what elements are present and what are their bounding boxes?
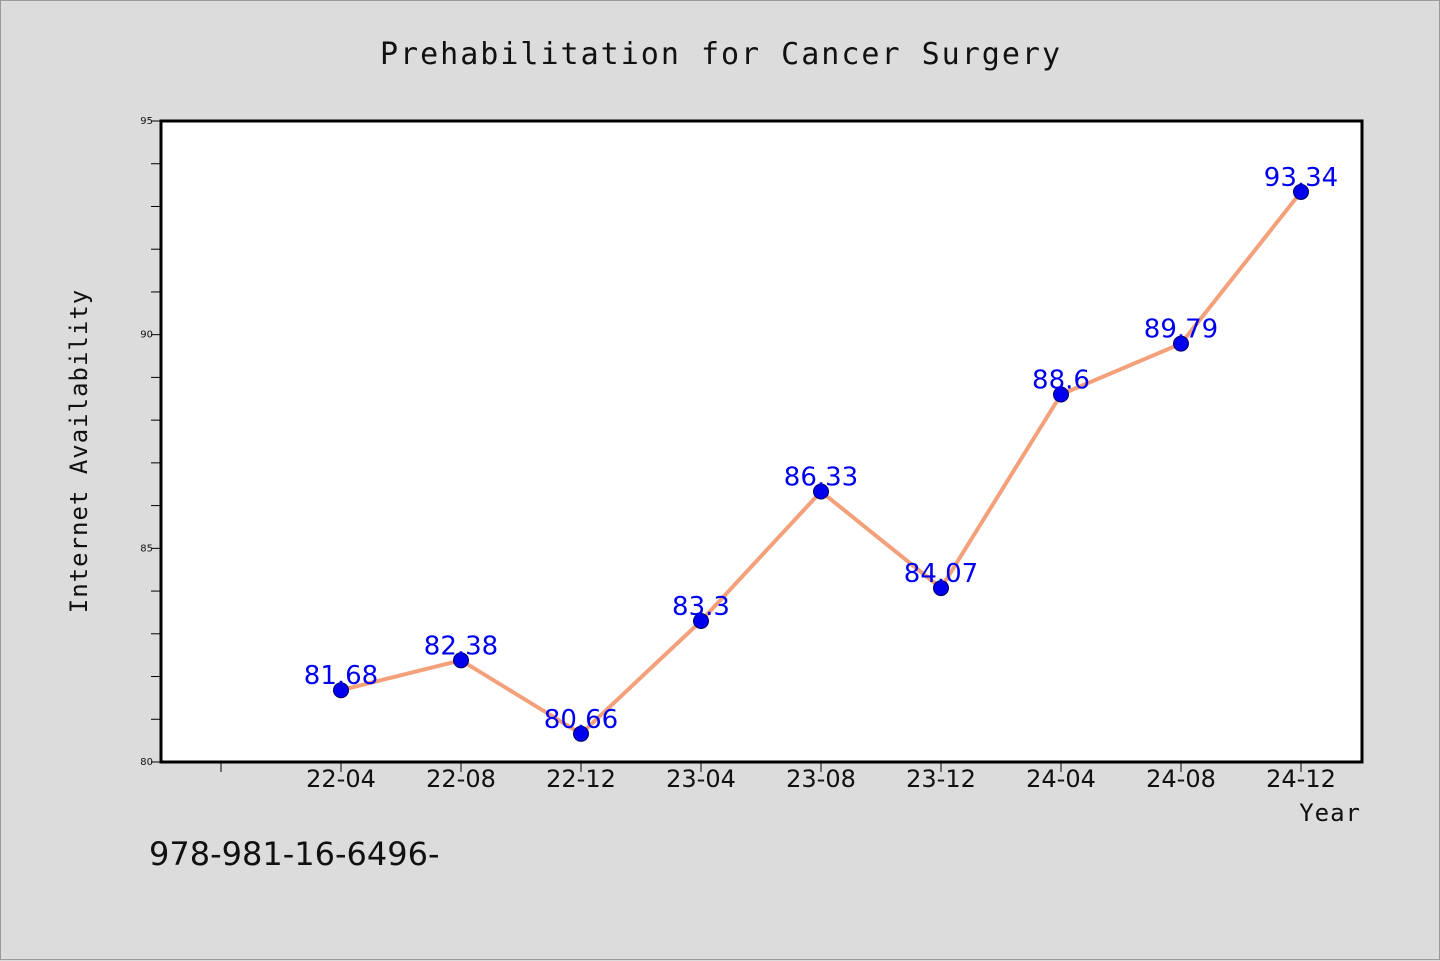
data-point — [573, 725, 589, 742]
y-tick-label: 90 — [140, 330, 153, 341]
data-point — [333, 682, 349, 699]
data-point — [1173, 335, 1189, 352]
data-label: 88.6 — [1032, 365, 1090, 395]
x-tick-label: 24-12 — [1266, 765, 1336, 793]
data-point — [933, 580, 949, 597]
data-label: 86.33 — [784, 462, 858, 492]
series-markers — [333, 183, 1309, 742]
x-tick-label: 23-08 — [786, 765, 856, 793]
data-label: 80.66 — [544, 705, 618, 735]
y-tick-label: 95 — [140, 116, 153, 127]
data-label: 93.34 — [1264, 163, 1338, 193]
x-tick-label: 22-08 — [426, 765, 496, 793]
x-tick-label: 23-04 — [666, 765, 736, 793]
plot-area — [159, 119, 1364, 764]
data-point — [1293, 183, 1309, 200]
y-axis-ticks: 80 85 90 95 — [140, 116, 161, 768]
x-tick-label: 23-12 — [906, 765, 976, 793]
data-label: 84.07 — [904, 559, 978, 589]
y-axis-label: Internet Availability — [65, 289, 93, 613]
data-labels: 81.68 82.38 80.66 83.3 86.33 84.07 88.6 89.79 93… — [304, 163, 1338, 735]
x-tick-label: 24-08 — [1146, 765, 1216, 793]
data-point — [693, 612, 709, 629]
x-tick-label: 24-04 — [1026, 765, 1096, 793]
data-point — [453, 652, 469, 669]
data-label: 89.79 — [1144, 315, 1218, 345]
x-tick-label: 22-12 — [546, 765, 616, 793]
data-point — [813, 483, 829, 500]
data-label: 81.68 — [304, 661, 378, 691]
y-tick-label: 85 — [140, 543, 153, 554]
y-tick-label: 80 — [140, 757, 153, 768]
data-point — [1053, 386, 1069, 403]
chart-title: Prehabilitation for Cancer Surgery — [380, 37, 1062, 72]
x-axis-ticks: 22-04 22-08 22-12 23-04 23-08 23-12 24-04 24-08… — [220, 762, 1336, 793]
footer-text: 978-981-16-6496- — [149, 835, 440, 873]
x-tick-label: 22-04 — [306, 765, 376, 793]
data-label: 82.38 — [424, 631, 498, 661]
x-axis-label: Year — [1299, 799, 1361, 827]
data-label: 83.3 — [672, 592, 730, 622]
